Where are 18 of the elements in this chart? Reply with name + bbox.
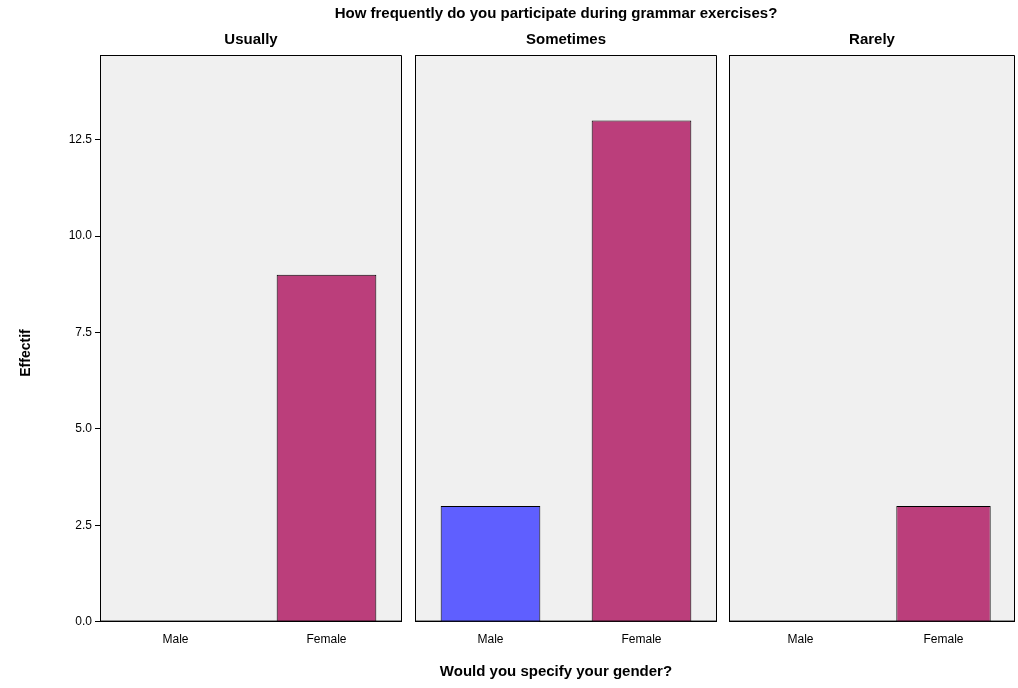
y-tick-label: 12.5: [68, 132, 93, 147]
x-tick-label: Female: [923, 632, 964, 647]
chart-subtitle: Sometimes: [524, 30, 607, 47]
y-tick-label: 10.0: [68, 228, 93, 243]
x-tick-label: Female: [621, 632, 662, 647]
chart-subtitle: Rarely: [848, 30, 896, 47]
x-tick-label: Male: [477, 632, 504, 647]
y-tick-label: 7.5: [75, 324, 93, 339]
y-tick-label: 5.0: [75, 421, 93, 436]
y-axis-title: Effectif: [17, 328, 33, 379]
y-tick-label: 2.5: [75, 517, 93, 532]
x-tick-label: Male: [162, 632, 189, 647]
x-tick-label: Female: [306, 632, 347, 647]
x-axis-title: Would you specify your gender?: [438, 662, 674, 679]
chart-subtitle: Usually: [223, 30, 279, 47]
y-tick-label: 0.0: [75, 613, 93, 628]
text: How frequently do you participate during grammar exercises?: [333, 4, 779, 21]
x-tick-label: Male: [787, 632, 814, 647]
